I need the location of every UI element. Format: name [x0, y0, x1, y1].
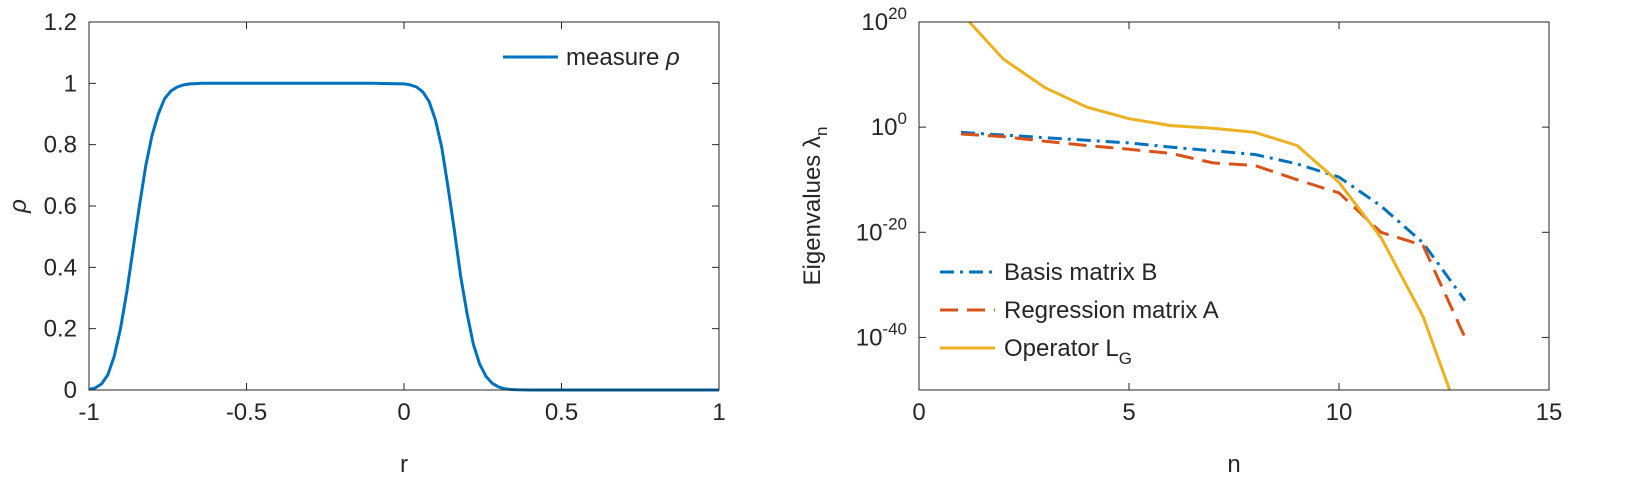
legend-label-regression-matrix-a: Regression matrix A — [1004, 297, 1219, 324]
y-axis-label: ρ — [5, 199, 32, 214]
legend-label-basis-matrix-b: Basis matrix B — [1004, 259, 1157, 286]
y-tick-label: 0.4 — [44, 254, 77, 281]
x-tick-label: 10 — [1326, 399, 1353, 426]
x-tick-label: -0.5 — [226, 399, 267, 426]
x-tick-label: 0.5 — [545, 399, 578, 426]
y-tick-label: 0.6 — [44, 193, 77, 220]
y-tick-label: 0 — [64, 377, 77, 404]
y-tick-label: 1 — [64, 70, 77, 97]
y-tick-label: 0.8 — [44, 132, 77, 159]
series-line-measure-rho — [88, 81, 719, 392]
plot-area-frame — [918, 21, 1550, 391]
x-tick-label: 1 — [712, 399, 725, 426]
x-tick-label: 15 — [1536, 399, 1563, 426]
x-tick-label: -1 — [78, 399, 99, 426]
x-tick-label: 0 — [912, 399, 925, 426]
series-line-operator-l — [968, 22, 1452, 390]
series-line-basis-matrix-b — [960, 130, 1467, 302]
x-axis-label: r — [400, 451, 408, 478]
y-axis-label: Eigenvalues λn — [799, 127, 831, 286]
left-chart-rho-measure: -1 -0.5 0 0.5 1 0 0.2 0.4 0.6 0.8 1 1.2 r ρ measure ρ — [5, 9, 726, 478]
y-tick-label: 1.2 — [44, 9, 77, 36]
legend-label-measure: measure ρ — [566, 44, 680, 71]
x-axis-label: n — [1227, 451, 1240, 478]
series-line-regression-matrix-a — [960, 132, 1467, 339]
y-tick-label: 0.2 — [44, 316, 77, 343]
x-tick-label: 0 — [397, 399, 410, 426]
x-tick-label: 5 — [1122, 399, 1135, 426]
